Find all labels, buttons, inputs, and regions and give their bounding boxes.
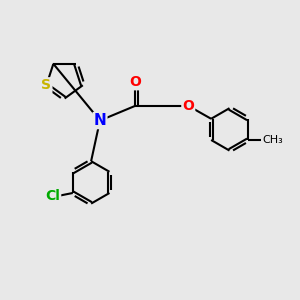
Text: Cl: Cl (45, 189, 60, 203)
Text: O: O (182, 99, 194, 113)
Text: N: N (94, 113, 106, 128)
Text: S: S (41, 78, 51, 92)
Text: O: O (129, 75, 141, 89)
Text: CH₃: CH₃ (262, 135, 283, 145)
